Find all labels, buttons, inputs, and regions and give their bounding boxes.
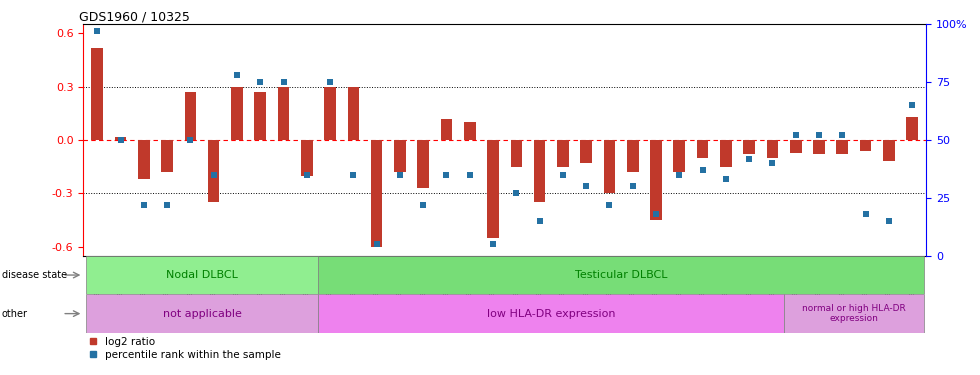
Point (299, 172, 315, 178)
Point (346, 172, 362, 178)
Bar (348, 87, 360, 140)
Point (881, 218, 897, 224)
Point (368, 241, 384, 247)
Bar (91, 48, 103, 140)
Text: low HLA-DR expression: low HLA-DR expression (487, 309, 615, 319)
Bar (580, 140, 592, 163)
Bar (534, 140, 546, 202)
Text: Testicular DLBCL: Testicular DLBCL (575, 270, 667, 280)
Bar (301, 140, 313, 176)
Bar (231, 87, 243, 140)
Point (858, 211, 873, 217)
Bar (324, 87, 336, 140)
Point (578, 183, 594, 189)
Text: normal or high HLA-DR
expression: normal or high HLA-DR expression (802, 304, 906, 323)
Bar (511, 140, 522, 167)
Bar (837, 140, 848, 154)
Point (322, 79, 338, 85)
Bar (85, 256, 318, 294)
Point (555, 172, 570, 178)
Point (834, 132, 850, 138)
Point (229, 72, 245, 78)
Point (89, 28, 105, 34)
Bar (464, 122, 475, 140)
Bar (883, 140, 895, 161)
Bar (184, 92, 196, 140)
Point (182, 137, 198, 143)
Point (764, 160, 780, 166)
Bar (627, 140, 639, 172)
Point (625, 183, 641, 189)
Bar (255, 92, 266, 140)
Point (695, 167, 710, 173)
Bar (813, 140, 825, 154)
Point (136, 202, 152, 208)
Point (671, 172, 687, 178)
Point (113, 137, 128, 143)
Point (160, 202, 175, 208)
Bar (557, 140, 568, 167)
Point (905, 102, 920, 108)
Bar (318, 294, 784, 333)
Text: other: other (2, 309, 28, 319)
Point (206, 172, 221, 178)
Bar (162, 140, 172, 172)
Bar (318, 256, 924, 294)
Point (718, 176, 734, 182)
Point (648, 211, 663, 217)
Bar (604, 140, 615, 194)
Point (253, 79, 269, 85)
Bar (208, 140, 220, 202)
Text: Nodal DLBCL: Nodal DLBCL (166, 270, 238, 280)
Bar (744, 140, 755, 154)
Bar (277, 87, 289, 140)
Bar (790, 140, 802, 153)
Bar (138, 140, 150, 179)
Text: disease state: disease state (2, 270, 67, 280)
Legend: log2 ratio, percentile rank within the sample: log2 ratio, percentile rank within the s… (88, 337, 281, 360)
Bar (766, 140, 778, 158)
Bar (370, 140, 382, 247)
Bar (487, 140, 499, 238)
Text: not applicable: not applicable (163, 309, 241, 319)
Point (602, 202, 617, 208)
Point (532, 218, 548, 224)
Bar (859, 140, 871, 151)
Point (741, 156, 757, 162)
Point (509, 190, 524, 196)
Bar (394, 140, 406, 172)
Bar (441, 119, 453, 140)
Bar (85, 294, 318, 333)
Bar (784, 294, 924, 333)
Bar (906, 117, 918, 140)
Bar (115, 136, 126, 140)
Bar (697, 140, 709, 158)
Bar (673, 140, 685, 172)
Point (811, 132, 827, 138)
Point (416, 202, 431, 208)
Point (439, 172, 455, 178)
Point (462, 172, 477, 178)
Bar (720, 140, 732, 167)
Bar (417, 140, 429, 188)
Text: GDS1960 / 10325: GDS1960 / 10325 (79, 10, 190, 23)
Point (275, 79, 291, 85)
Bar (650, 140, 662, 220)
Point (485, 241, 501, 247)
Point (788, 132, 804, 138)
Point (392, 172, 408, 178)
